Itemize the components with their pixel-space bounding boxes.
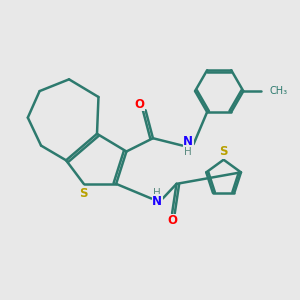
Text: N: N [152,195,162,208]
Text: H: H [154,188,161,198]
Text: O: O [167,214,177,227]
Text: N: N [183,135,193,148]
Text: CH₃: CH₃ [269,86,287,96]
Text: H: H [184,147,192,157]
Text: S: S [80,187,88,200]
Text: S: S [219,145,228,158]
Text: O: O [134,98,144,111]
